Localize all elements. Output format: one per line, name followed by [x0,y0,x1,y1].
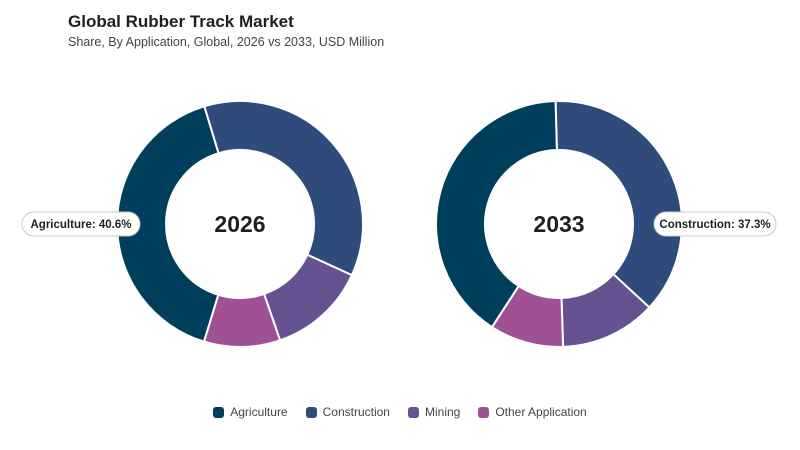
callout-box-2033 [653,211,777,237]
legend-item-mining[interactable]: Mining [407,405,461,419]
legend-swatch-agriculture [213,406,225,418]
chart-subtitle: Share, By Application, Global, 2026 vs 2… [68,35,385,49]
callout-2033: Construction: 37.3% [653,211,777,237]
center-label-2026: 2026 [214,211,265,237]
legend-label-mining: Mining [424,405,461,419]
slice-2033-other-application[interactable] [490,284,565,348]
legend: Agriculture Construction Mining Other Ap… [0,405,800,419]
legend-label-other-application: Other Application [495,405,587,419]
slice-2026-other-application[interactable] [202,292,282,348]
legend-item-other-application[interactable]: Other Application [478,405,587,419]
legend-item-construction[interactable]: Construction [305,405,390,419]
callout-text-2026: Agriculture: 40.6% [31,219,132,231]
legend-label-construction: Construction [322,405,390,419]
slice-2026-construction[interactable] [203,100,364,277]
slice-2033-construction[interactable] [554,100,683,309]
legend-swatch-other-application [478,406,490,418]
callout-text-2033: Construction: 37.3% [659,219,770,231]
callout-box-2026 [21,211,141,237]
legend-label-agriculture: Agriculture [230,405,288,419]
slice-2026-agriculture[interactable] [116,105,220,343]
slice-2033-agriculture[interactable] [435,100,559,329]
center-label-2033: 2033 [533,211,584,237]
legend-swatch-mining [407,406,419,418]
legend-swatch-construction [305,406,317,418]
callout-2026: Agriculture: 40.6% [21,211,141,237]
legend-item-agriculture[interactable]: Agriculture [213,405,288,419]
chart-title: Global Rubber Track Market [68,12,294,31]
